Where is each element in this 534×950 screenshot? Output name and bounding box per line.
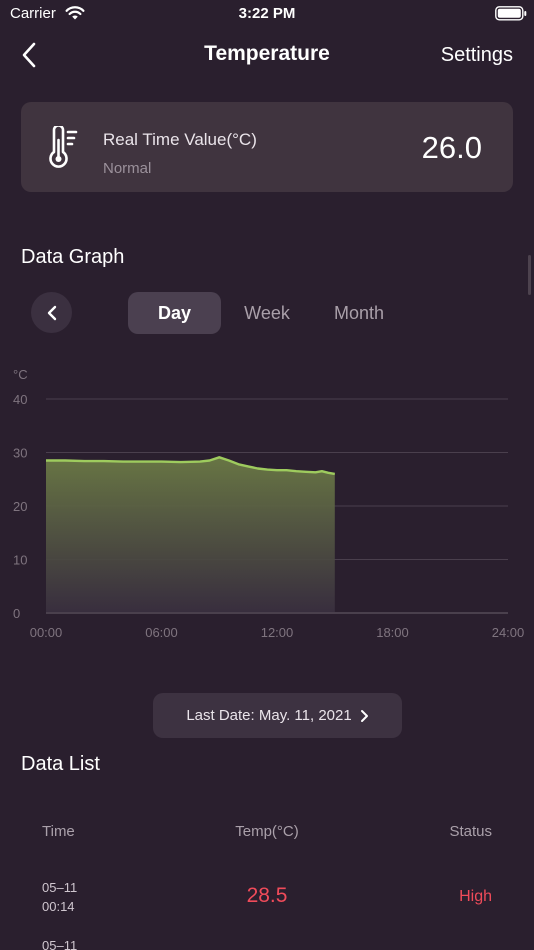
y-axis-unit: °C [13, 367, 28, 382]
row-time: 00:14 [42, 899, 75, 914]
y-tick-label: 20 [13, 499, 27, 514]
row-date: 05–11 [42, 880, 78, 895]
last-date-label: Last Date: May. 11, 2021 [186, 707, 352, 724]
data-list-header: Time Temp(°C) Status [0, 823, 534, 843]
wifi-icon [65, 6, 85, 20]
tab-week[interactable]: Week [244, 302, 290, 323]
list-item[interactable]: 05–11 00:14 28.5 High [0, 878, 534, 918]
column-temp: Temp(°C) [235, 823, 299, 840]
page-title: Temperature [204, 42, 330, 65]
tab-month[interactable]: Month [333, 302, 385, 323]
last-date-button[interactable]: Last Date: May. 11, 2021 [153, 693, 402, 738]
list-item[interactable]: 05–11 [0, 940, 534, 950]
x-tick-label: 18:00 [376, 625, 409, 640]
chevron-left-icon [22, 42, 36, 68]
period-selector: Day Week Month [0, 292, 534, 334]
y-tick-label: 0 [13, 606, 20, 621]
carrier-label: Carrier [10, 5, 56, 22]
y-tick-label: 40 [13, 392, 27, 407]
y-tick-label: 30 [13, 446, 27, 461]
x-tick-label: 00:00 [30, 625, 63, 640]
data-list-title: Data List [21, 753, 100, 775]
thermometer-icon [49, 126, 78, 168]
column-status: Status [449, 823, 492, 840]
y-tick-label: 10 [13, 553, 27, 568]
previous-period-button[interactable] [31, 292, 72, 333]
tab-day[interactable]: Day [128, 292, 221, 334]
settings-button[interactable]: Settings [440, 44, 513, 66]
status-bar: Carrier 3:22 PM [0, 0, 534, 28]
row-status: High [459, 888, 492, 905]
back-button[interactable] [16, 40, 42, 70]
series-area [46, 457, 335, 612]
navigation-bar: Temperature Settings [0, 32, 534, 78]
realtime-card: Real Time Value(°C) Normal 26.0 [21, 102, 513, 192]
column-time: Time [42, 823, 75, 840]
scroll-indicator [528, 255, 531, 295]
chevron-right-icon [360, 709, 368, 722]
realtime-label: Real Time Value(°C) [103, 130, 257, 149]
row-date: 05–11 [42, 940, 78, 950]
x-tick-label: 24:00 [492, 625, 525, 640]
temperature-chart: °C 40 30 20 10 0 00:00 06:00 12:00 18:00 24:00 [13, 367, 525, 640]
realtime-value: 26.0 [421, 130, 482, 165]
x-tick-label: 12:00 [261, 625, 294, 640]
series-line [46, 456, 336, 476]
data-graph-title: Data Graph [21, 246, 125, 268]
realtime-status: Normal [103, 160, 152, 177]
chevron-left-icon [47, 305, 56, 320]
battery-icon [495, 6, 527, 21]
row-temp: 28.5 [246, 884, 288, 907]
clock: 3:22 PM [238, 5, 296, 22]
x-tick-label: 06:00 [145, 625, 178, 640]
